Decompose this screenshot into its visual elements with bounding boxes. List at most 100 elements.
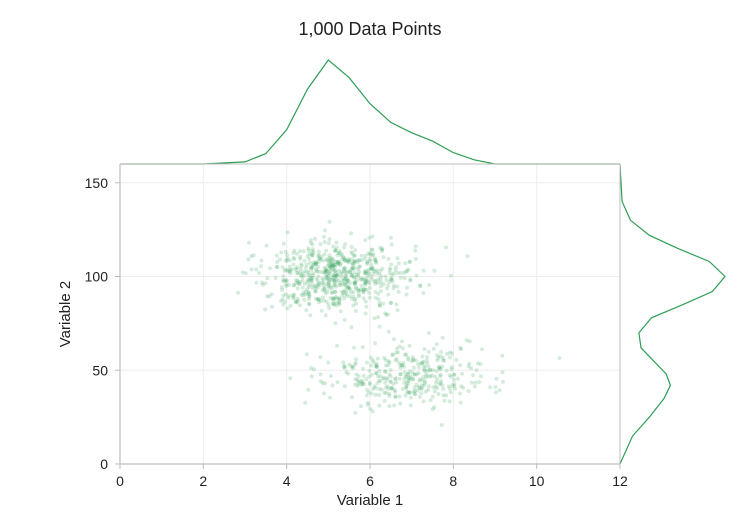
data-point: [309, 252, 314, 257]
data-point: [315, 297, 320, 302]
data-point: [367, 235, 372, 240]
data-point: [442, 398, 447, 403]
data-point: [375, 280, 380, 285]
data-point: [398, 372, 403, 377]
data-point: [294, 268, 299, 272]
data-point: [385, 312, 390, 317]
data-point: [330, 263, 335, 268]
data-point: [377, 369, 382, 373]
data-point: [310, 253, 315, 258]
data-point: [426, 349, 431, 354]
data-point: [416, 365, 421, 370]
data-point: [331, 257, 336, 262]
data-point: [327, 306, 332, 311]
data-point: [354, 372, 359, 377]
data-point: [378, 277, 383, 282]
data-point: [364, 393, 369, 398]
data-point: [347, 287, 352, 292]
data-point: [422, 347, 427, 351]
data-point: [334, 270, 339, 275]
data-point: [249, 254, 254, 259]
data-point: [335, 259, 340, 264]
data-point: [357, 288, 362, 293]
data-point: [401, 361, 406, 365]
data-point: [404, 380, 409, 385]
data-point: [418, 377, 423, 382]
data-point: [349, 272, 354, 277]
data-point: [304, 308, 309, 313]
data-point: [361, 290, 366, 295]
data-point: [333, 282, 337, 287]
data-point: [335, 272, 340, 277]
data-point: [323, 291, 328, 296]
data-point: [328, 296, 333, 301]
data-point: [356, 267, 361, 272]
data-point: [317, 256, 322, 261]
data-point: [353, 377, 358, 382]
data-point: [334, 260, 339, 265]
data-point: [402, 364, 407, 369]
data-point: [418, 283, 423, 288]
data-point: [430, 368, 435, 373]
data-point: [377, 300, 382, 305]
data-point: [367, 382, 372, 387]
data-point: [381, 255, 386, 260]
data-point: [459, 384, 464, 389]
data-point: [420, 378, 425, 383]
data-point: [315, 269, 320, 274]
data-point: [373, 295, 378, 300]
data-point: [352, 275, 356, 280]
data-point: [344, 291, 349, 296]
data-point: [316, 249, 321, 254]
data-point: [343, 242, 348, 247]
data-point: [342, 384, 347, 389]
data-point: [307, 276, 312, 281]
data-point: [359, 287, 363, 292]
data-point: [338, 263, 343, 268]
data-point: [438, 367, 443, 372]
data-point: [497, 388, 502, 393]
data-point: [387, 391, 392, 396]
data-point: [297, 281, 301, 286]
data-point: [333, 275, 337, 280]
data-point: [363, 282, 368, 287]
data-point: [333, 321, 338, 326]
data-point: [347, 258, 352, 263]
data-point: [363, 269, 368, 274]
data-point: [383, 369, 388, 374]
data-point: [388, 301, 393, 306]
data-point: [380, 248, 384, 253]
data-point: [391, 271, 396, 276]
data-point: [405, 285, 410, 290]
data-point: [287, 269, 291, 274]
data-point: [331, 244, 336, 249]
data-point: [300, 275, 305, 280]
data-point: [310, 275, 315, 280]
data-point: [369, 277, 374, 282]
data-point: [332, 248, 337, 253]
data-point: [442, 358, 447, 363]
data-point: [355, 260, 360, 265]
data-point: [333, 248, 338, 253]
data-point: [356, 272, 361, 277]
data-point: [370, 409, 375, 414]
data-point: [311, 262, 316, 267]
data-point: [466, 364, 471, 369]
data-point: [332, 265, 337, 270]
data-point: [350, 265, 355, 270]
data-point: [320, 295, 325, 300]
data-point: [353, 286, 358, 291]
data-point: [286, 295, 291, 300]
data-point: [355, 377, 360, 382]
data-point: [328, 265, 333, 269]
y-tick-label: 0: [100, 456, 108, 472]
data-point: [333, 280, 338, 285]
data-point: [311, 260, 316, 265]
data-point: [444, 393, 449, 398]
data-point: [281, 241, 286, 246]
data-point: [305, 280, 310, 285]
data-point: [341, 267, 346, 272]
data-point: [411, 357, 416, 362]
data-point: [353, 253, 357, 258]
data-point: [493, 385, 498, 389]
